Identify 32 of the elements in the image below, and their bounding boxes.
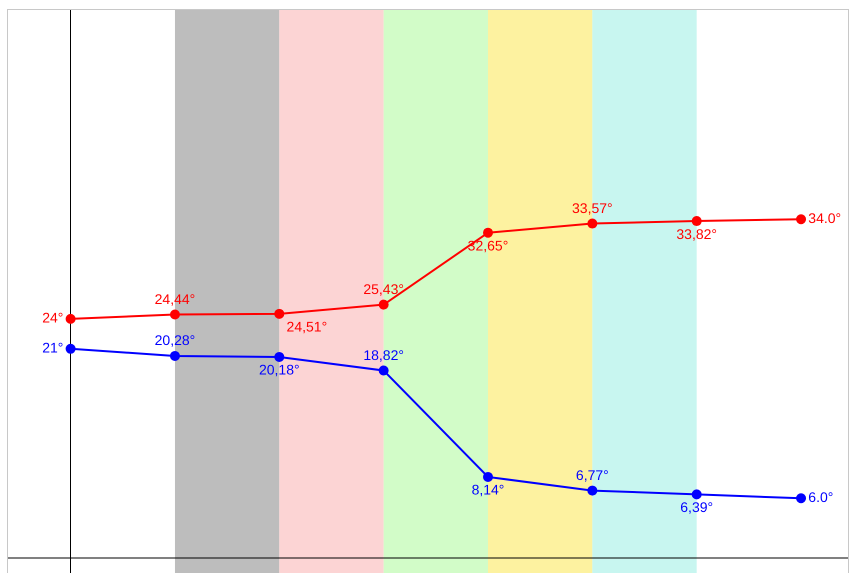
data-label: 6,77° <box>576 466 609 483</box>
point <box>483 472 493 482</box>
data-label: 24,44° <box>154 290 196 307</box>
point <box>796 493 806 504</box>
point <box>483 228 493 238</box>
data-label: 24,51° <box>286 318 328 335</box>
point <box>587 218 598 229</box>
point <box>66 344 76 354</box>
point <box>692 216 702 226</box>
data-label: 32,65° <box>468 237 508 254</box>
data-label: 21° <box>42 339 64 356</box>
point <box>170 350 180 361</box>
point <box>692 489 702 500</box>
point <box>587 486 598 496</box>
point <box>796 214 806 224</box>
point <box>274 308 284 319</box>
data-label: 8,14° <box>472 482 504 498</box>
data-label: 25,43° <box>363 280 404 297</box>
point <box>66 314 76 324</box>
data-label: 34.0° <box>808 210 842 226</box>
point <box>170 310 180 320</box>
point <box>378 366 389 376</box>
data-label: 33,57° <box>572 200 613 216</box>
data-label: 20,28° <box>154 332 196 348</box>
data-label: 6.0° <box>808 488 834 505</box>
point <box>378 300 389 310</box>
data-label: 24° <box>42 309 64 326</box>
data-label: 6,39° <box>680 499 714 516</box>
point <box>274 352 284 362</box>
data-label: 20,18° <box>258 362 300 378</box>
data-label: 33,82° <box>676 226 718 242</box>
data-label: 18,82° <box>363 346 404 363</box>
